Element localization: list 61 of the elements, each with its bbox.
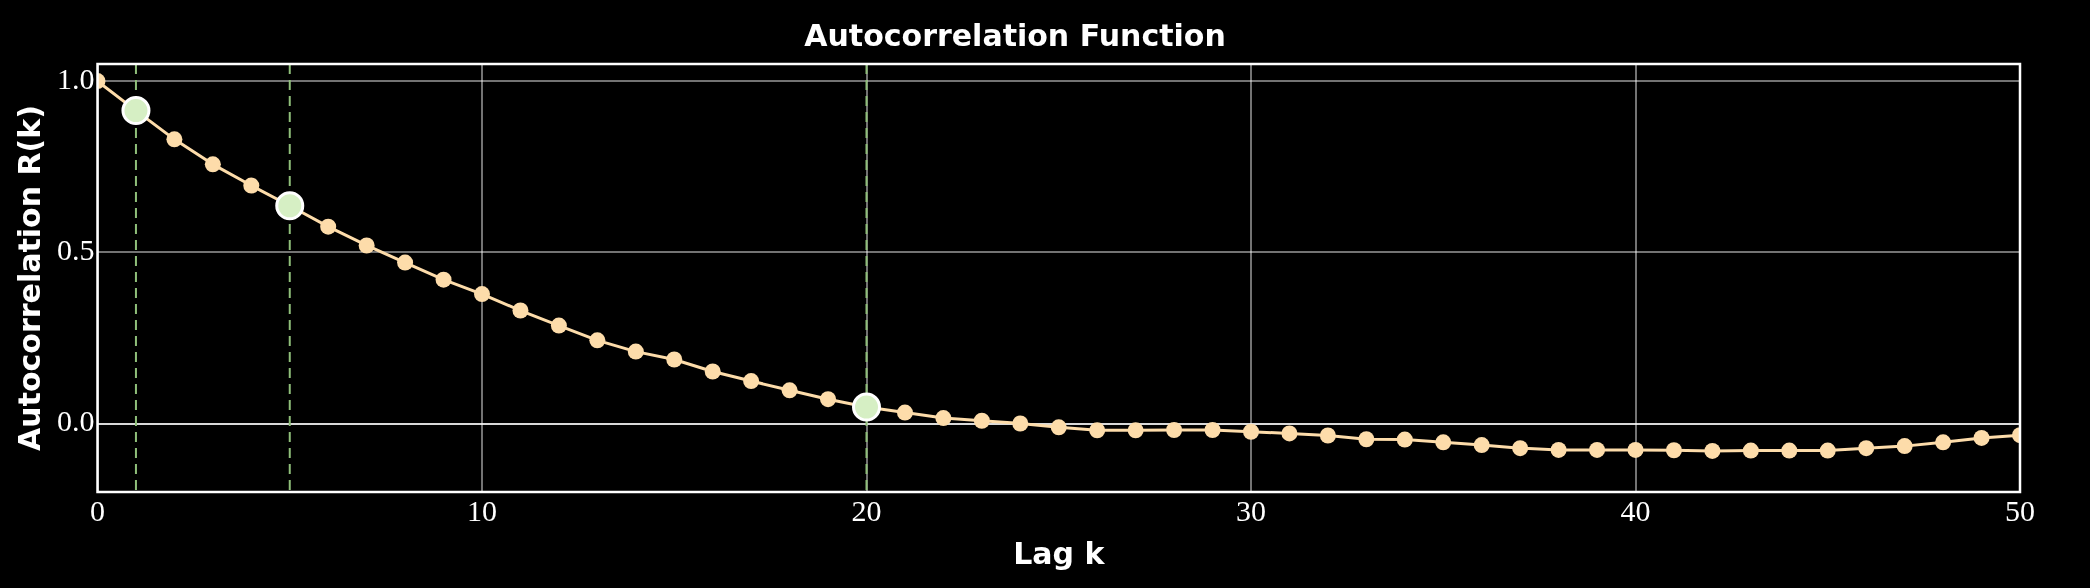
point: [204, 156, 221, 173]
point: [1243, 423, 1259, 440]
point: [512, 302, 529, 319]
point: [1204, 422, 1221, 439]
point: [973, 412, 990, 429]
point: [1742, 442, 1759, 459]
x-tick-label: 40: [1620, 493, 1651, 527]
point: [1819, 442, 1836, 459]
point: [1050, 419, 1067, 436]
chart-title: Autocorrelation Function: [804, 17, 1226, 53]
point: [781, 382, 798, 399]
point: [1396, 431, 1413, 448]
x-tick-label: 20: [851, 493, 882, 527]
point: [320, 218, 337, 235]
point: [704, 363, 721, 380]
point: [1435, 434, 1452, 451]
y-tick-label: 1.0: [57, 62, 95, 95]
point: [243, 177, 260, 194]
point: [166, 131, 183, 148]
point: [474, 286, 490, 303]
point: [550, 317, 567, 334]
point: [1973, 429, 1990, 446]
point: [435, 271, 452, 288]
point: [1319, 427, 1336, 444]
point: [627, 343, 644, 360]
point: [275, 191, 305, 221]
point: [1665, 442, 1682, 459]
point: [1627, 441, 1644, 458]
x-tick-label: 50: [2005, 493, 2035, 527]
point: [1858, 440, 1875, 457]
point: [397, 254, 414, 271]
point: [1512, 440, 1529, 457]
point: [1473, 437, 1490, 454]
point: [935, 410, 952, 427]
point: [1781, 442, 1798, 459]
point: [820, 391, 837, 408]
point: [1089, 422, 1106, 439]
y-tick-label: 0.5: [57, 233, 95, 267]
point: [1012, 415, 1029, 432]
x-tick-label: 10: [467, 493, 497, 527]
y-tick-label: 0.0: [57, 404, 95, 438]
point: [852, 392, 881, 422]
point: [1589, 441, 1606, 458]
point: [589, 332, 606, 349]
point: [358, 237, 375, 254]
x-tick-label: 0: [90, 493, 105, 527]
point: [1358, 431, 1375, 448]
point: [1127, 422, 1144, 439]
point: [666, 351, 683, 368]
point: [896, 404, 913, 421]
point: [1281, 425, 1298, 442]
point: [1550, 441, 1567, 458]
point: [743, 373, 760, 390]
x-tick-label: 30: [1236, 493, 1266, 527]
point: [1896, 438, 1913, 455]
point: [121, 96, 151, 126]
point: [1166, 422, 1183, 439]
point: [1935, 434, 1952, 451]
x-axis-title: Lag k: [1013, 535, 1106, 571]
point: [1704, 442, 1721, 459]
y-axis-title: Autocorrelation R(k): [11, 105, 47, 451]
